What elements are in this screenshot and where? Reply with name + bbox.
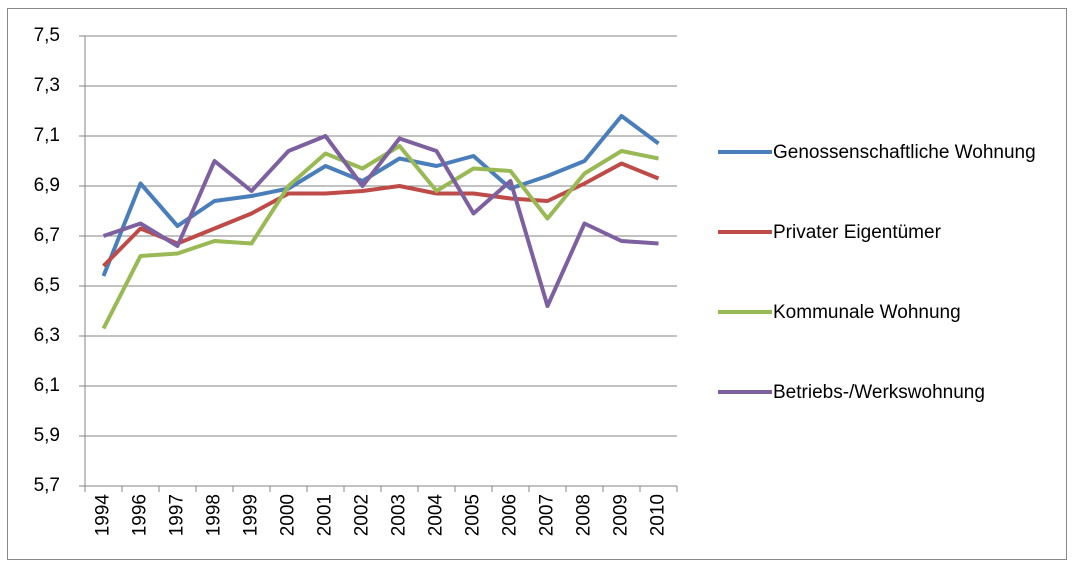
series-line [102,161,660,268]
x-tick-label: 2002 [352,494,373,536]
legend-label: Kommunale Wohnung [773,301,961,323]
y-tick-label: 7,5 [34,25,60,46]
x-tick-label: 1999 [241,494,262,536]
y-tick-label: 6,1 [34,375,60,396]
y-tick-label: 6,7 [34,225,60,246]
legend-label: Betriebs-/Werkswohnung [773,381,985,403]
y-tick-label: 6,5 [34,275,60,296]
legend-label: Privater Eigentümer [773,221,941,243]
x-tick-label: 2009 [611,494,632,536]
x-tick-label: 1996 [130,494,151,536]
x-tick-label: 1997 [167,494,188,536]
x-tick-label: 2004 [426,494,447,537]
y-tick-label: 6,9 [34,175,60,196]
x-tick-label: 2001 [315,494,336,536]
y-tick-label: 7,3 [34,75,60,96]
y-tick-label: 5,9 [34,425,60,446]
x-tick-label: 1994 [93,494,114,537]
series-line [102,134,659,308]
series-line [101,144,659,330]
x-tick-label: 1998 [204,494,225,536]
x-tick-label: 2008 [574,494,595,536]
x-tick-label: 2000 [278,494,299,536]
x-tick-label: 2007 [537,494,558,536]
y-tick-label: 6,3 [34,325,60,346]
chart-border [7,8,1067,560]
x-tick-label: 2003 [389,494,410,536]
x-tick-label: 2005 [463,494,484,536]
x-tick-label: 2010 [648,494,669,536]
series-line [101,114,660,277]
legend-label: Genossenschaftliche Wohnung [773,141,1036,163]
y-tick-label: 7,1 [34,125,60,146]
x-tick-label: 2006 [500,494,521,536]
y-tick-label: 5,7 [34,475,60,496]
